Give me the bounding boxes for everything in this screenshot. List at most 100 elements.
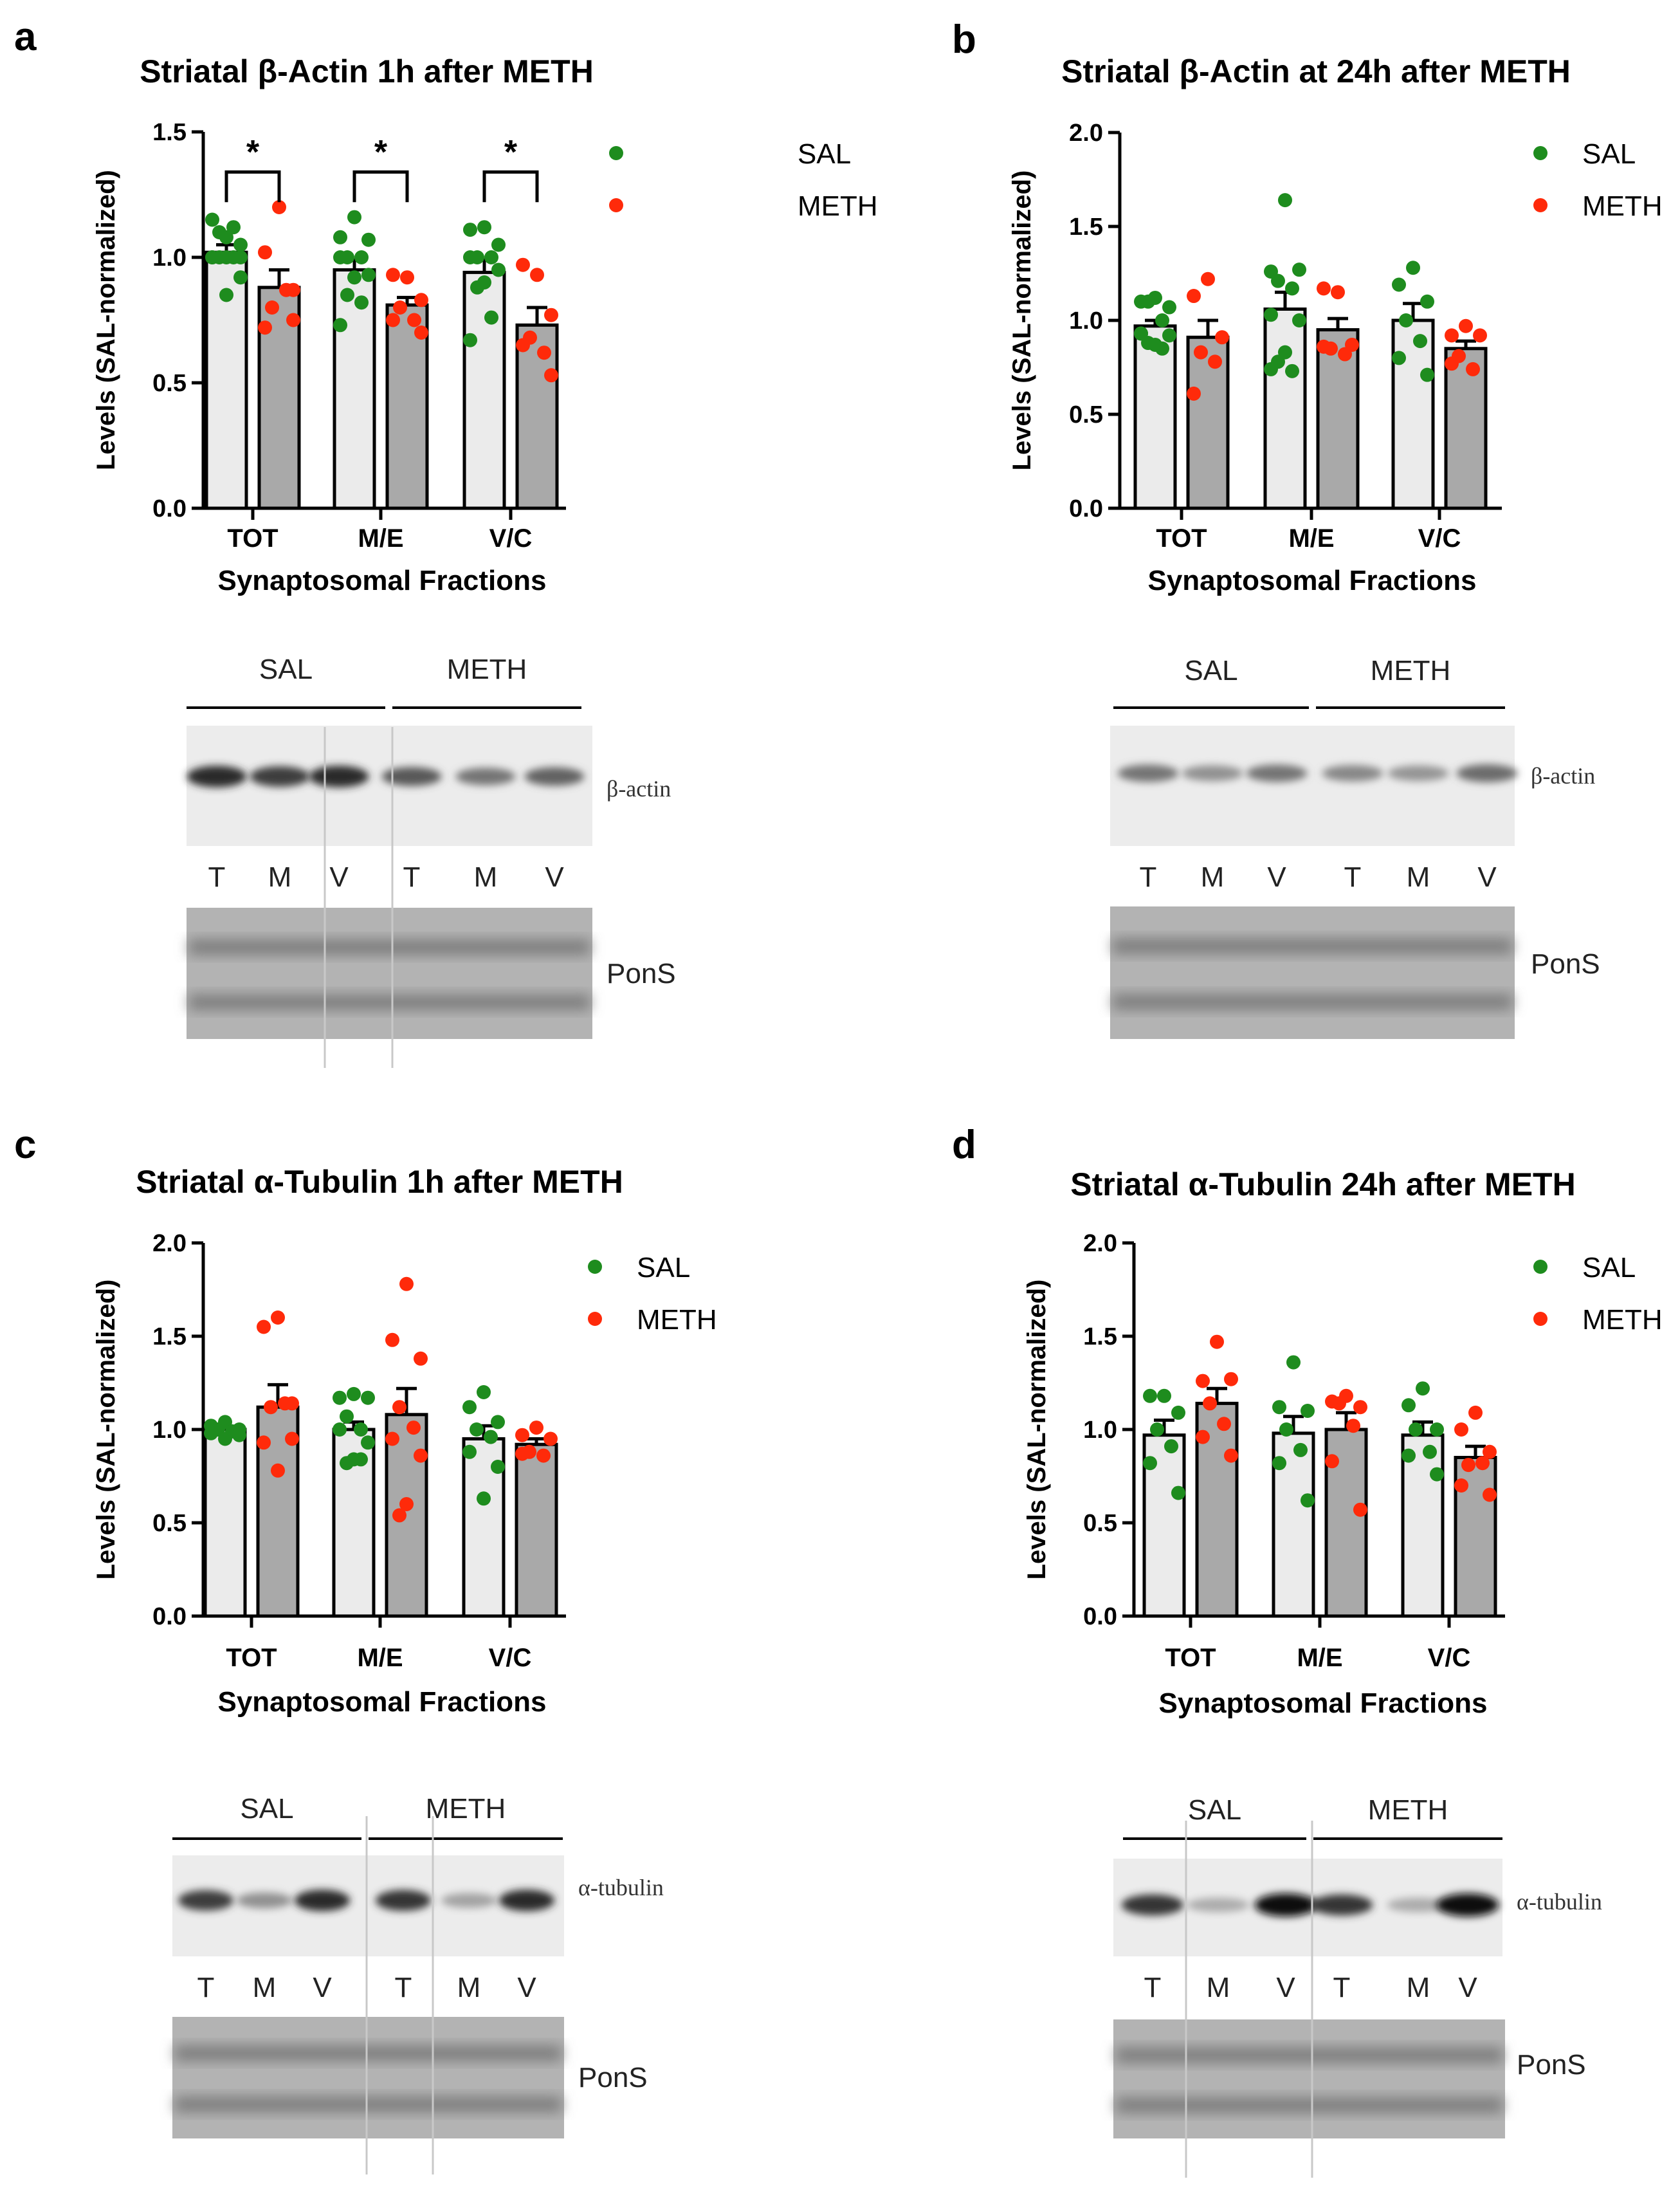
data-point-sal — [1392, 351, 1406, 365]
data-point-sal — [226, 250, 241, 264]
category-label: TOT — [1165, 1644, 1216, 1672]
data-point-sal — [463, 223, 477, 237]
bar-sal — [1133, 324, 1177, 510]
data-point-sal — [1301, 1493, 1315, 1508]
data-point-meth — [406, 1420, 421, 1435]
y-tick-label: 1.0 — [152, 244, 187, 271]
category-label: V/C — [489, 1644, 532, 1672]
category-label: TOT — [1156, 524, 1207, 553]
data-point-meth — [1346, 1419, 1360, 1433]
protein-band — [1322, 765, 1383, 782]
data-point-meth — [393, 300, 407, 315]
data-point-sal — [333, 250, 347, 264]
data-point-sal — [1286, 1355, 1301, 1370]
pons-band — [1116, 2047, 1502, 2063]
data-point-sal — [1293, 1442, 1308, 1457]
data-point-meth — [1224, 1372, 1238, 1386]
lane-label: T — [197, 1972, 215, 2003]
category-label: M/E — [1288, 524, 1334, 553]
lane-label: M — [1407, 861, 1430, 893]
protein-label: β-actin — [607, 776, 671, 802]
panel-letter: b — [952, 17, 976, 62]
data-point-meth — [386, 313, 400, 327]
y-axis-label: Levels (SAL-normalized) — [1023, 1280, 1051, 1580]
pons-label: PonS — [1517, 2049, 1586, 2081]
legend-label: SAL — [1582, 1252, 1636, 1283]
pons-blot — [1110, 906, 1515, 1039]
data-point-sal — [1399, 313, 1413, 327]
lane-label: M — [1207, 1972, 1230, 2003]
y-tick-label: 0.5 — [1083, 1510, 1117, 1537]
data-point-sal — [233, 237, 248, 252]
y-tick-label: 0.5 — [152, 1510, 187, 1537]
protein-band — [375, 1889, 432, 1911]
data-point-sal — [491, 1415, 505, 1430]
protein-band — [1182, 765, 1243, 782]
data-point-sal — [1292, 262, 1306, 277]
legend-label: METH — [1582, 190, 1663, 222]
lane-label: T — [1344, 861, 1362, 893]
lane-label: V — [1477, 861, 1497, 893]
data-point-meth — [414, 326, 428, 340]
y-tick-label: 1.5 — [1069, 214, 1103, 241]
data-point-sal — [484, 250, 498, 264]
data-point-sal — [484, 310, 498, 325]
bar-sal — [333, 268, 376, 510]
data-point-sal — [347, 210, 361, 225]
lane-label: M — [474, 861, 498, 893]
lane-label: M — [268, 861, 292, 893]
category-label: M/E — [358, 524, 403, 553]
data-point-meth — [1215, 330, 1229, 345]
panel-letter: c — [14, 1123, 36, 1167]
panel-d: d Striatal α-Tubulin 24h after METH 0.0 0.5… — [952, 1123, 1663, 2178]
y-tick-label: 0.0 — [1083, 1603, 1117, 1630]
protein-band — [455, 768, 516, 786]
data-point-sal — [1301, 1404, 1315, 1418]
data-point-sal — [484, 1430, 498, 1444]
lane-label: T — [395, 1972, 412, 2003]
data-point-meth — [1331, 285, 1345, 300]
western-blot: SAL METH β-actin T M V T M V PonS — [187, 654, 676, 1068]
protein-band — [1246, 764, 1308, 782]
western-blot: SAL METH β-actin T M V T M V PonS — [1110, 655, 1600, 1039]
data-point-sal — [1278, 193, 1292, 208]
data-point-meth — [530, 268, 544, 282]
data-point-sal — [1413, 334, 1427, 349]
chart-title: Striatal α-Tubulin 1h after METH — [136, 1164, 623, 1200]
data-point-meth — [271, 1310, 285, 1325]
data-point-meth — [400, 270, 414, 285]
data-point-sal — [462, 1400, 477, 1415]
panel-letter: d — [952, 1123, 976, 1167]
lane-label: T — [1144, 1972, 1162, 2003]
protein-blot — [1110, 726, 1515, 846]
y-axis-label: Levels (SAL-normalized) — [92, 1280, 120, 1580]
data-point-meth — [271, 1463, 285, 1478]
data-point-meth — [1325, 1454, 1339, 1469]
legend-marker-meth — [588, 1312, 602, 1326]
data-point-meth — [1217, 1417, 1231, 1431]
data-point-sal — [218, 1431, 232, 1446]
data-point-sal — [470, 280, 484, 295]
data-point-sal — [361, 1390, 375, 1405]
data-point-sal — [340, 1456, 354, 1471]
data-point-meth — [392, 1400, 406, 1415]
bar-meth — [1195, 1401, 1239, 1618]
protein-band — [1387, 1897, 1450, 1913]
lane-label: M — [457, 1972, 481, 2003]
data-point-meth — [1461, 1458, 1475, 1473]
data-point-sal — [477, 1491, 491, 1506]
data-point-sal — [1416, 1381, 1430, 1396]
protein-band — [1121, 1894, 1184, 1916]
y-tick-label: 0.5 — [152, 370, 187, 397]
data-point-meth — [264, 1400, 278, 1415]
legend-label: SAL — [1582, 138, 1636, 170]
data-point-sal — [361, 232, 376, 247]
data-point-meth — [1196, 1374, 1210, 1388]
significance-bracket — [482, 170, 539, 203]
data-point-sal — [1171, 1405, 1185, 1420]
lane-label: V — [545, 861, 564, 893]
data-point-sal — [340, 288, 354, 302]
group-label: SAL — [1184, 655, 1237, 686]
y-tick-label: 1.0 — [1069, 308, 1103, 335]
legend-label: METH — [637, 1304, 717, 1336]
